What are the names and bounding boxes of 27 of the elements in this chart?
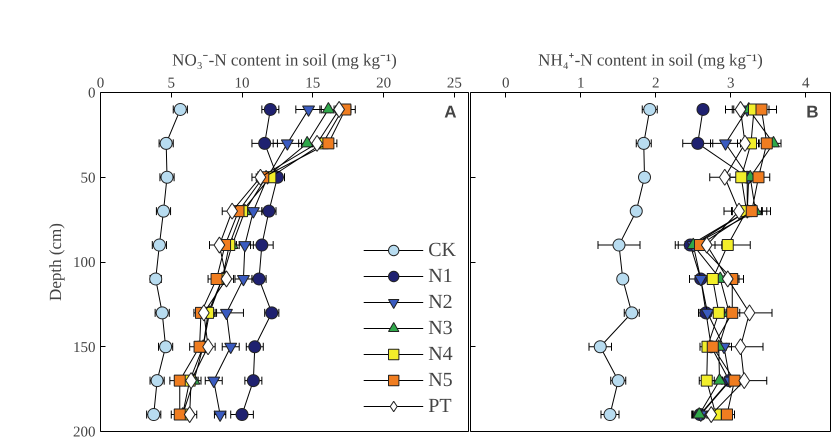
x-axis-title: NH₄⁺-N content in soil (mg kg⁻¹)	[538, 50, 763, 70]
x-tick-label: 25	[446, 76, 462, 92]
y-tick-label: 100	[73, 255, 96, 271]
legend-label: N1	[428, 264, 453, 288]
x-tick-label: 0	[502, 76, 510, 92]
legend-label: N3	[428, 316, 453, 340]
x-tick-label: 3	[727, 76, 734, 92]
y-tick-label: 0	[88, 86, 96, 102]
legend-label: PT	[428, 394, 452, 418]
legend-label: N4	[428, 342, 453, 366]
x-tick-label: 1	[577, 76, 584, 92]
legend-label: N2	[428, 290, 453, 314]
x-tick-label: 2	[652, 76, 660, 92]
legend-label: N5	[428, 368, 453, 392]
y-tick-label: 200	[73, 424, 96, 437]
x-axis-title: NO₃⁻-N content in soil (mg kg⁻¹)	[172, 50, 397, 70]
y-tick-label: 50	[80, 170, 96, 186]
x-tick-label: 4	[802, 76, 810, 92]
legend-label: CK	[428, 238, 456, 262]
annotation: B	[806, 102, 819, 122]
x-tick-label: 5	[168, 76, 176, 92]
annotation: A	[444, 102, 457, 122]
x-tick-label: 10	[234, 76, 250, 92]
y-tick-label: 150	[73, 340, 96, 356]
x-tick-label: 20	[376, 76, 392, 92]
y-axis-title: Depth (cm)	[46, 223, 65, 301]
x-tick-label: 15	[305, 76, 320, 92]
